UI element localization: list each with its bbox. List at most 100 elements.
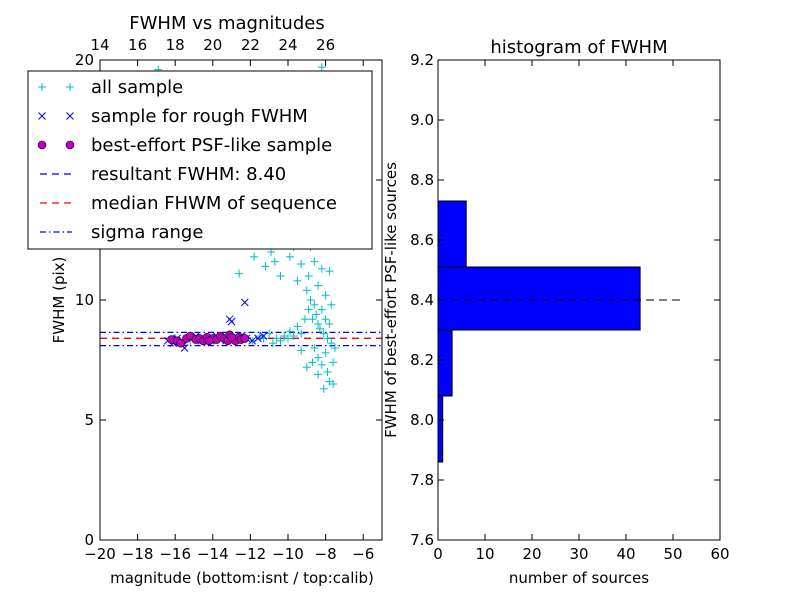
- legend-marker: [38, 112, 46, 120]
- histogram-y-tick-label: 9.0: [410, 111, 434, 129]
- scatter-point: [300, 315, 309, 324]
- scatter-point: [176, 338, 186, 348]
- histogram-title: histogram of FWHM: [490, 37, 667, 58]
- scatter-point: [323, 368, 332, 376]
- scatter-top-tick-label: 22: [241, 36, 260, 54]
- scatter-point: [306, 296, 315, 304]
- legend-marker: [65, 140, 75, 150]
- scatter-x-tick-label: −6: [352, 545, 374, 563]
- scatter-point: [329, 380, 338, 388]
- legend-entry: sample for rough FWHM: [38, 106, 308, 127]
- scatter-x-tick-label: −18: [122, 545, 154, 563]
- scatter-x-tick-label: −10: [272, 545, 304, 563]
- scatter-top-tick-label: 18: [166, 36, 185, 54]
- scatter-point: [285, 252, 294, 261]
- scatter-point: [248, 336, 257, 345]
- scatter-y-tick-label: 10: [75, 291, 94, 309]
- histogram-y-axis-label: FWHM of best-effort PSF-like sources: [382, 162, 400, 438]
- scatter-title: FWHM vs magnitudes: [129, 13, 324, 34]
- scatter-top-tick-label: 14: [90, 36, 109, 54]
- legend-entry: median FHWM of sequence: [40, 193, 337, 214]
- scatter-point: [276, 336, 285, 345]
- scatter-point: [259, 332, 268, 340]
- scatter-point: [319, 329, 328, 338]
- scatter-point: [310, 257, 319, 266]
- scatter-point: [319, 384, 328, 393]
- scatter-point: [285, 327, 294, 336]
- scatter-x-tick-label: −8: [315, 545, 337, 563]
- histogram-x-tick-label: 10: [475, 545, 494, 563]
- scatter-point: [268, 339, 277, 348]
- histogram-bars: [437, 200, 641, 463]
- histogram-y-tick-label: 8.2: [410, 351, 434, 369]
- legend-label: all sample: [91, 77, 183, 98]
- scatter-point: [297, 329, 306, 338]
- scatter-point: [331, 344, 339, 352]
- legend: all sample sample for rough FWHM best-effo…: [27, 70, 373, 250]
- scatter-point: [325, 320, 334, 328]
- scatter-point: [327, 300, 336, 309]
- scatter-point: [317, 63, 326, 72]
- legend-marker: [38, 83, 46, 91]
- histogram-panel: 0 10 20 30 40 50 60 7.6 7.8 8.0 8.2 8.4 8.6 8.8 9.0 9.…: [382, 37, 730, 587]
- histogram-bar: [437, 266, 641, 331]
- histogram-bottom-ticks: 0 10 20 30 40 50 60: [433, 60, 730, 563]
- scatter-x-tick-label: −20: [84, 545, 116, 563]
- legend-entry: resultant FWHM: 8.40: [40, 164, 286, 185]
- scatter-point: [204, 336, 214, 346]
- scatter-point: [284, 334, 292, 343]
- scatter-point: [302, 286, 311, 295]
- scatter-panel: −20 −18 −16 −14 −12 −10 −8 −6 14 16 18 20 22 24 26 0 5…: [27, 13, 383, 587]
- scatter-x-axis-label: magnitude (bottom:isnt / top:calib): [110, 569, 374, 587]
- legend-entries: all sample sample for rough FWHM best-effo…: [37, 77, 337, 243]
- histogram-x-axis-label: number of sources: [509, 569, 649, 587]
- scatter-point: [250, 252, 259, 261]
- scatter-point: [321, 291, 330, 300]
- legend-marker: [66, 83, 74, 91]
- scatter-point: [302, 363, 311, 372]
- legend-label: resultant FWHM: 8.40: [91, 164, 286, 185]
- scatter-point: [261, 262, 270, 271]
- scatter-y-tick-label: 0: [84, 531, 94, 549]
- scatter-point: [317, 264, 326, 273]
- histogram-y-tick-label: 9.2: [410, 51, 434, 69]
- scatter-point: [317, 360, 326, 369]
- scatter-point: [289, 332, 298, 340]
- histogram-bar: [437, 395, 444, 463]
- legend-marker: [66, 112, 74, 120]
- scatter-point: [240, 334, 250, 343]
- scatter-point: [310, 300, 319, 309]
- scatter-point: [325, 267, 334, 276]
- scatter-y-axis-label: FWHM (pix): [50, 257, 68, 344]
- scatter-top-ticks: 14 16 18 20 22 24 26: [90, 36, 335, 54]
- histogram-x-tick-label: 40: [616, 545, 635, 563]
- scatter-point: [235, 269, 244, 278]
- scatter-point: [314, 353, 323, 362]
- histogram-x-tick-label: 20: [522, 545, 541, 563]
- scatter-top-tick-label: 20: [203, 36, 222, 54]
- legend-label: sigma range: [91, 222, 203, 243]
- scatter-top-tick-label: 26: [316, 36, 335, 54]
- legend-entry: sigma range: [40, 222, 203, 243]
- legend-entry: best-effort PSF-like sample: [37, 135, 332, 156]
- scatter-point: [321, 315, 330, 324]
- histogram-y-tick-label: 7.6: [410, 531, 434, 549]
- histogram-y-tick-label: 8.6: [410, 231, 434, 249]
- scatter-point: [293, 276, 302, 285]
- scatter-point: [304, 305, 313, 314]
- histogram-left-ticks: 7.6 7.8 8.0 8.2 8.4 8.6 8.8 9.0 9.2: [410, 51, 720, 549]
- histogram-y-tick-label: 7.8: [410, 471, 434, 489]
- scatter-point: [312, 310, 321, 319]
- histogram-y-tick-label: 8.8: [410, 171, 434, 189]
- scatter-point: [227, 317, 236, 326]
- scatter-point: [317, 305, 326, 314]
- scatter-point: [254, 334, 262, 343]
- legend-marker: [37, 140, 47, 150]
- scatter-x-tick-label: −16: [159, 545, 191, 563]
- scatter-point: [304, 272, 313, 280]
- scatter-point: [297, 260, 306, 268]
- scatter-point: [314, 370, 323, 379]
- scatter-point: [293, 322, 302, 331]
- scatter-bottom-ticks: −20 −18 −16 −14 −12 −10 −8 −6: [84, 60, 374, 563]
